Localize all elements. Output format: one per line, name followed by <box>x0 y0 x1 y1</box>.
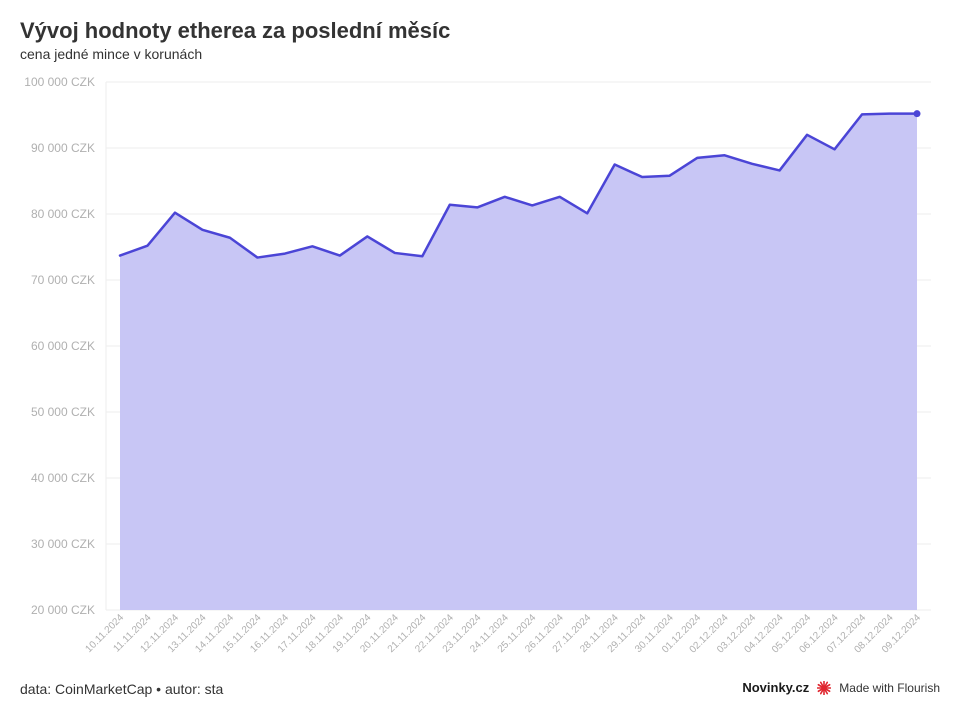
y-tick-label: 20 000 CZK <box>31 603 95 617</box>
y-tick-label: 100 000 CZK <box>24 75 95 89</box>
chart-subtitle: cena jedné mince v korunách <box>20 46 203 62</box>
x-axis-ticks: 10.11.202411.11.202412.11.202413.11.2024… <box>83 612 923 655</box>
y-tick-label: 70 000 CZK <box>31 273 95 287</box>
flourish-icon <box>817 680 832 695</box>
source-credit: data: CoinMarketCap • autor: sta <box>20 681 224 697</box>
chart-title: Vývoj hodnoty etherea za poslední měsíc <box>20 18 451 43</box>
y-tick-label: 40 000 CZK <box>31 471 95 485</box>
point-layer <box>913 110 921 118</box>
line-layer <box>118 112 919 259</box>
made-with-flourish-link[interactable]: Made with Flourish <box>839 680 940 695</box>
y-tick-label: 80 000 CZK <box>31 207 95 221</box>
area-layer <box>120 113 917 611</box>
footer-branding: Novinky.cz Made with Flourish <box>742 680 940 695</box>
y-tick-label: 30 000 CZK <box>31 537 95 551</box>
novinky-logo[interactable]: Novinky.cz <box>742 680 810 695</box>
series-line <box>118 112 919 259</box>
flourish-center <box>821 685 827 690</box>
y-axis-ticks: 20 000 CZK 30 000 CZK 40 000 CZK 50 000 CZK… <box>24 75 95 617</box>
ether-price-area-chart: 20 000 CZK 30 000 CZK 40 000 CZK 50 000 CZK… <box>24 75 931 656</box>
data-point <box>913 110 921 118</box>
y-tick-label: 50 000 CZK <box>31 405 95 419</box>
y-tick-label: 90 000 CZK <box>31 141 95 155</box>
series-area <box>120 113 917 611</box>
y-tick-label: 60 000 CZK <box>31 339 95 353</box>
